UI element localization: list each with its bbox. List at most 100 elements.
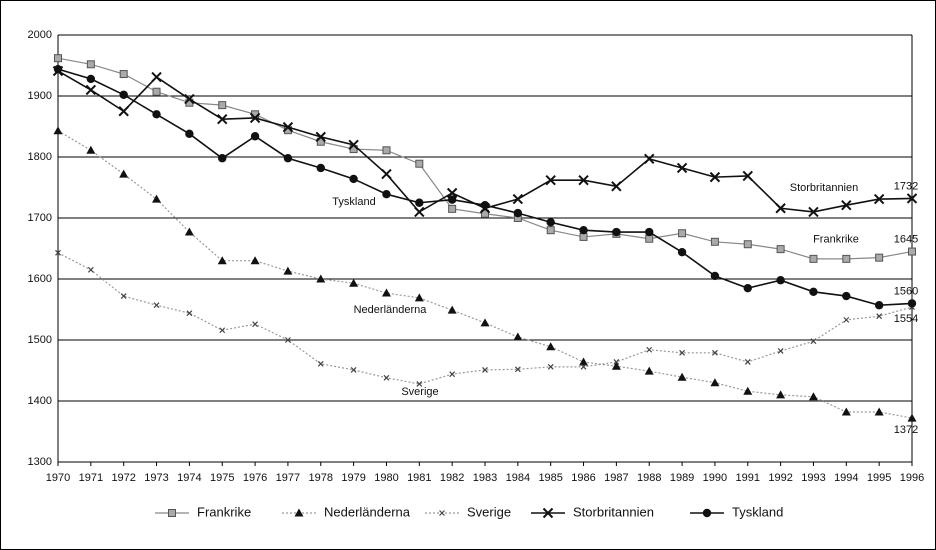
marker (578, 174, 589, 186)
marker (545, 174, 556, 186)
series-line (57, 252, 913, 385)
marker (743, 240, 752, 249)
marker (906, 193, 918, 204)
legend-label: Sverige (467, 504, 511, 519)
marker (579, 226, 588, 235)
x-tick-label: 1972 (111, 472, 135, 484)
marker (907, 413, 917, 422)
y-tick-label: 1500 (28, 334, 52, 346)
marker (841, 199, 852, 211)
marker (447, 195, 457, 204)
marker (151, 71, 162, 83)
marker (85, 84, 97, 96)
marker (514, 366, 521, 373)
marker (184, 227, 194, 236)
marker (810, 338, 817, 345)
marker (480, 318, 490, 327)
marker (414, 206, 425, 218)
marker (874, 301, 884, 310)
marker (709, 171, 721, 183)
marker (184, 93, 195, 105)
marker (645, 227, 654, 237)
marker (349, 278, 359, 287)
marker (547, 363, 554, 370)
marker (743, 386, 753, 395)
marker (414, 293, 424, 302)
y-tick-label: 1300 (28, 456, 52, 468)
x-tick-label: 1971 (79, 472, 103, 484)
data-label: 1554 (894, 313, 918, 325)
y-tick-label: 2000 (28, 29, 52, 41)
marker (283, 154, 293, 163)
legend-item: Nederländerna (282, 504, 411, 519)
marker (711, 349, 718, 356)
marker (381, 288, 391, 297)
marker (646, 346, 653, 353)
marker (219, 327, 226, 334)
x-tick-label: 1973 (144, 472, 168, 484)
marker (447, 305, 457, 314)
marker (873, 193, 885, 205)
x-tick-label: 1990 (703, 472, 727, 484)
marker (119, 70, 128, 79)
marker (415, 198, 424, 207)
marker (382, 190, 391, 199)
marker (744, 359, 751, 365)
marker (381, 168, 392, 180)
data-label: 1645 (894, 233, 918, 245)
marker (742, 170, 753, 182)
x-tick-label: 1974 (177, 472, 201, 484)
marker (282, 121, 294, 133)
marker (55, 249, 61, 256)
marker (153, 302, 160, 309)
marker (317, 360, 324, 367)
data-label: 1560 (894, 285, 918, 297)
marker (677, 372, 687, 381)
marker (449, 371, 456, 378)
x-tick-label: 1991 (736, 472, 760, 484)
marker (546, 218, 555, 227)
x-tick-label: 1982 (440, 472, 464, 484)
series-label: Sverige (401, 386, 438, 398)
data-label: 1372 (894, 424, 918, 436)
marker (185, 129, 194, 139)
y-tick-label: 1900 (28, 90, 52, 102)
marker (776, 390, 786, 399)
x-tick-label: 1978 (309, 472, 333, 484)
marker (152, 194, 162, 203)
marker (809, 287, 818, 297)
marker (252, 321, 259, 328)
marker (315, 131, 326, 143)
marker (186, 310, 193, 317)
marker (480, 200, 490, 210)
marker (448, 204, 457, 213)
marker (481, 209, 489, 218)
marker (217, 113, 228, 125)
series-label: Frankrike (813, 233, 859, 245)
marker (350, 366, 357, 373)
x-tick-label: 1995 (867, 472, 891, 484)
marker (777, 348, 784, 354)
marker (250, 256, 260, 265)
marker (217, 256, 227, 265)
marker (513, 208, 523, 218)
legend-item: Tyskland (690, 504, 783, 519)
marker (645, 234, 654, 243)
marker (118, 106, 129, 117)
marker (482, 366, 488, 373)
marker (542, 507, 554, 519)
marker (416, 380, 423, 387)
marker (612, 227, 621, 237)
marker (611, 361, 621, 370)
x-tick-label: 1985 (538, 472, 562, 484)
x-tick-label: 1975 (210, 472, 234, 484)
marker (446, 187, 458, 199)
marker (168, 509, 176, 517)
x-tick-label: 1984 (506, 472, 530, 484)
marker (644, 366, 654, 375)
marker (580, 363, 587, 370)
marker (546, 226, 555, 235)
marker (743, 283, 752, 293)
data-label: 1732 (894, 180, 918, 192)
